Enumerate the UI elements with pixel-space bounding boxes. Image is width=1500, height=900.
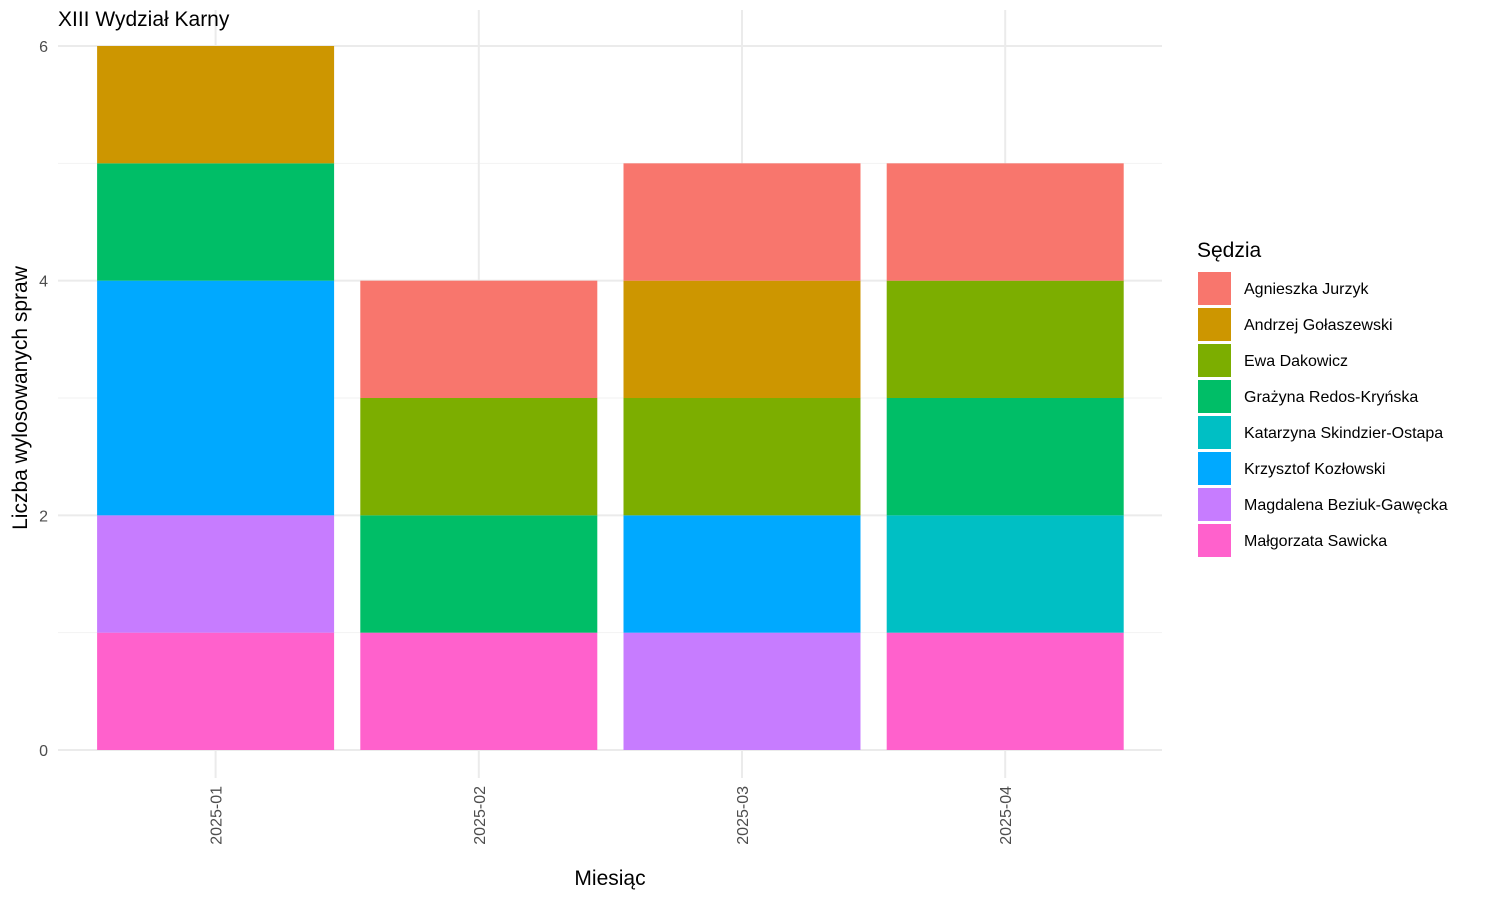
y-tick-label: 6 xyxy=(39,39,48,56)
y-axis-label: Liczba wylosowanych spraw xyxy=(9,265,32,530)
legend: Sędzia Agnieszka Jurzyk Andrzej Gołaszews… xyxy=(1197,239,1448,557)
bar-segment xyxy=(97,632,335,750)
legend-key xyxy=(1198,308,1231,341)
chart-title: XIII Wydział Karny xyxy=(58,8,230,31)
x-tick-label: 2025-02 xyxy=(472,786,489,845)
legend-key xyxy=(1198,380,1231,413)
bar-segment xyxy=(623,280,861,398)
bar-segment xyxy=(623,515,861,633)
bar-segment xyxy=(886,398,1124,516)
bar-segment xyxy=(97,280,335,516)
bar-segment xyxy=(360,632,598,750)
legend-key xyxy=(1198,344,1231,377)
bars-layer xyxy=(97,46,1124,750)
bar-segment xyxy=(886,163,1124,281)
y-tick-label: 4 xyxy=(39,274,48,291)
legend-label: Małgorzata Sawicka xyxy=(1244,533,1387,550)
legend-key xyxy=(1198,416,1231,449)
y-tick-label: 0 xyxy=(39,743,48,760)
bar-segment xyxy=(623,163,861,281)
legend-label: Ewa Dakowicz xyxy=(1244,353,1348,370)
y-tick-label: 2 xyxy=(39,508,48,525)
legend-key xyxy=(1198,488,1231,521)
legend-key xyxy=(1198,272,1231,305)
legend-label: Magdalena Beziuk-Gawęcka xyxy=(1244,497,1448,514)
bar-segment xyxy=(886,280,1124,398)
bar-segment xyxy=(97,46,335,164)
x-tick-label: 2025-01 xyxy=(209,786,226,845)
bar-segment xyxy=(97,163,335,281)
bar-segment xyxy=(623,632,861,750)
bar-segment xyxy=(886,632,1124,750)
x-tick-label: 2025-04 xyxy=(998,786,1015,845)
x-tick-label: 2025-03 xyxy=(735,786,752,845)
legend-label: Andrzej Gołaszewski xyxy=(1244,317,1393,334)
bar-segment xyxy=(360,515,598,633)
bar-segment xyxy=(360,398,598,516)
bar-segment xyxy=(886,515,1124,633)
legend-title: Sędzia xyxy=(1197,239,1262,262)
legend-label: Katarzyna Skindzier-Ostapa xyxy=(1244,425,1443,442)
legend-label: Krzysztof Kozłowski xyxy=(1244,461,1385,478)
bar-segment xyxy=(623,398,861,516)
legend-label: Agnieszka Jurzyk xyxy=(1244,281,1369,298)
bar-segment xyxy=(97,515,335,633)
x-axis-label: Miesiąc xyxy=(574,867,645,890)
legend-key xyxy=(1198,452,1231,485)
axis-layer: 0 2 4 6 2025-01 2025-02 2025-03 2025-04 xyxy=(39,39,1015,845)
legend-key xyxy=(1198,524,1231,557)
bar-segment xyxy=(360,280,598,398)
legend-label: Grażyna Redos-Kryńska xyxy=(1244,389,1418,406)
